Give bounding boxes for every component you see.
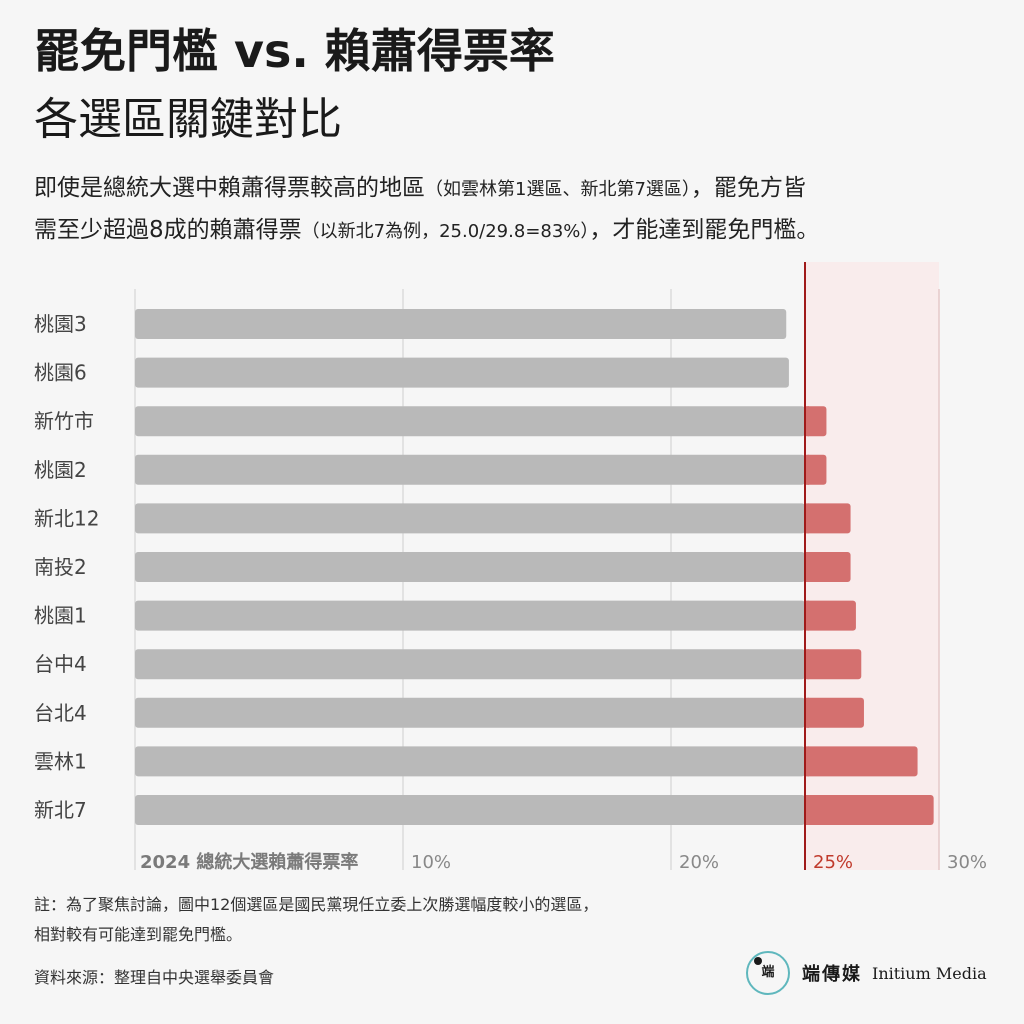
bar-新竹市 (135, 406, 805, 437)
category-label: 雲林1 (34, 749, 87, 773)
bar-桃園2 (135, 454, 805, 485)
bar-over-threshold-新北12 (805, 503, 851, 534)
bar-桃園6 (135, 357, 789, 388)
x-axis-label: 2024 總統大選賴蕭得票率 (140, 851, 358, 873)
category-label: 新竹市 (34, 409, 94, 433)
description-line-2-main: 需至少超過8成的賴蕭得票 (34, 217, 302, 243)
bar-台中4 (135, 649, 805, 680)
description-line-1-paren: （如雲林第1選區、新北第7選區） (425, 179, 691, 200)
bar-over-threshold-join-新北12 (805, 503, 809, 534)
category-label: 桃園1 (34, 604, 87, 628)
bar-桃園3 (135, 309, 787, 339)
bar-over-threshold-桃園1 (805, 600, 856, 631)
bar-over-threshold-新竹市 (805, 406, 827, 437)
description-line-1-main: 即使是總統大選中賴蕭得票較高的地區 (34, 175, 425, 201)
category-label: 桃園3 (34, 312, 87, 336)
logo-dot (754, 957, 762, 965)
bar-over-threshold-雲林1 (805, 746, 918, 777)
brand-name-en: Initium Media (872, 963, 987, 983)
brand-name-zh: 端傳媒 (802, 964, 862, 985)
tick-label-10: 10% (411, 852, 451, 873)
tick-label-20: 20% (679, 852, 719, 873)
bar-over-threshold-join-桃園2 (805, 454, 809, 485)
bar-over-threshold-join-新北7 (805, 795, 809, 825)
logo-mark: 端 (761, 965, 775, 980)
bar-南投2 (135, 552, 805, 582)
source-note: 資料來源：整理自中央選舉委員會 (34, 968, 275, 987)
description-line-1: 即使是總統大選中賴蕭得票較高的地區（如雲林第1選區、新北第7選區），罷免方皆 (34, 168, 1004, 210)
page-title: 罷免門檻 vs. 賴蕭得票率 (34, 24, 555, 78)
bar-over-threshold-join-新竹市 (805, 406, 809, 437)
bar-over-threshold-join-雲林1 (805, 746, 809, 777)
category-label: 台北4 (34, 701, 87, 725)
bar-over-threshold-新北7 (805, 795, 934, 825)
bar-桃園1 (135, 600, 805, 631)
category-label: 桃園2 (34, 458, 87, 482)
category-label: 新北7 (34, 798, 87, 822)
bar-over-threshold-join-台中4 (805, 649, 809, 680)
brand: 端 端傳媒 Initium Media (746, 950, 1006, 996)
bar-新北12 (135, 503, 805, 534)
bar-新北7 (135, 795, 805, 825)
description-line-2-end: ，才能達到罷免門檻。 (589, 217, 820, 243)
bar-over-threshold-台北4 (805, 697, 864, 728)
threshold-label: 25% (813, 852, 853, 873)
category-label: 台中4 (34, 652, 87, 676)
bar-over-threshold-join-南投2 (805, 552, 809, 582)
category-label: 桃園6 (34, 361, 87, 385)
page-subtitle: 各選區關鍵對比 (34, 94, 342, 145)
bar-over-threshold-桃園2 (805, 454, 827, 485)
footnote-line-2: 相對較有可能達到罷免門檻。 (34, 925, 243, 944)
initium-logo-icon: 端 (746, 951, 790, 995)
bar-台北4 (135, 697, 805, 728)
category-label: 南投2 (34, 555, 87, 579)
category-label: 新北12 (34, 506, 99, 530)
bar-over-threshold-台中4 (805, 649, 862, 680)
bar-over-threshold-join-台北4 (805, 697, 809, 728)
description-line-1-end: ，罷免方皆 (690, 175, 806, 201)
description: 即使是總統大選中賴蕭得票較高的地區（如雲林第1選區、新北第7選區），罷免方皆 需… (34, 168, 1004, 252)
tick-label-30: 30% (947, 852, 987, 873)
footnote-line-1: 註：為了聚焦討論，圖中12個選區是國民黨現任立委上次勝選幅度較小的選區， (34, 895, 599, 914)
description-line-2-paren: （以新北7為例，25.0/29.8=83%） (301, 221, 590, 242)
bar-over-threshold-join-桃園1 (805, 600, 809, 631)
bar-雲林1 (135, 746, 805, 777)
description-line-2: 需至少超過8成的賴蕭得票（以新北7為例，25.0/29.8=83%），才能達到罷… (34, 210, 1004, 252)
bar-over-threshold-南投2 (805, 552, 851, 582)
footnote: 註：為了聚焦討論，圖中12個選區是國民黨現任立委上次勝選幅度較小的選區， 相對較… (34, 890, 754, 950)
